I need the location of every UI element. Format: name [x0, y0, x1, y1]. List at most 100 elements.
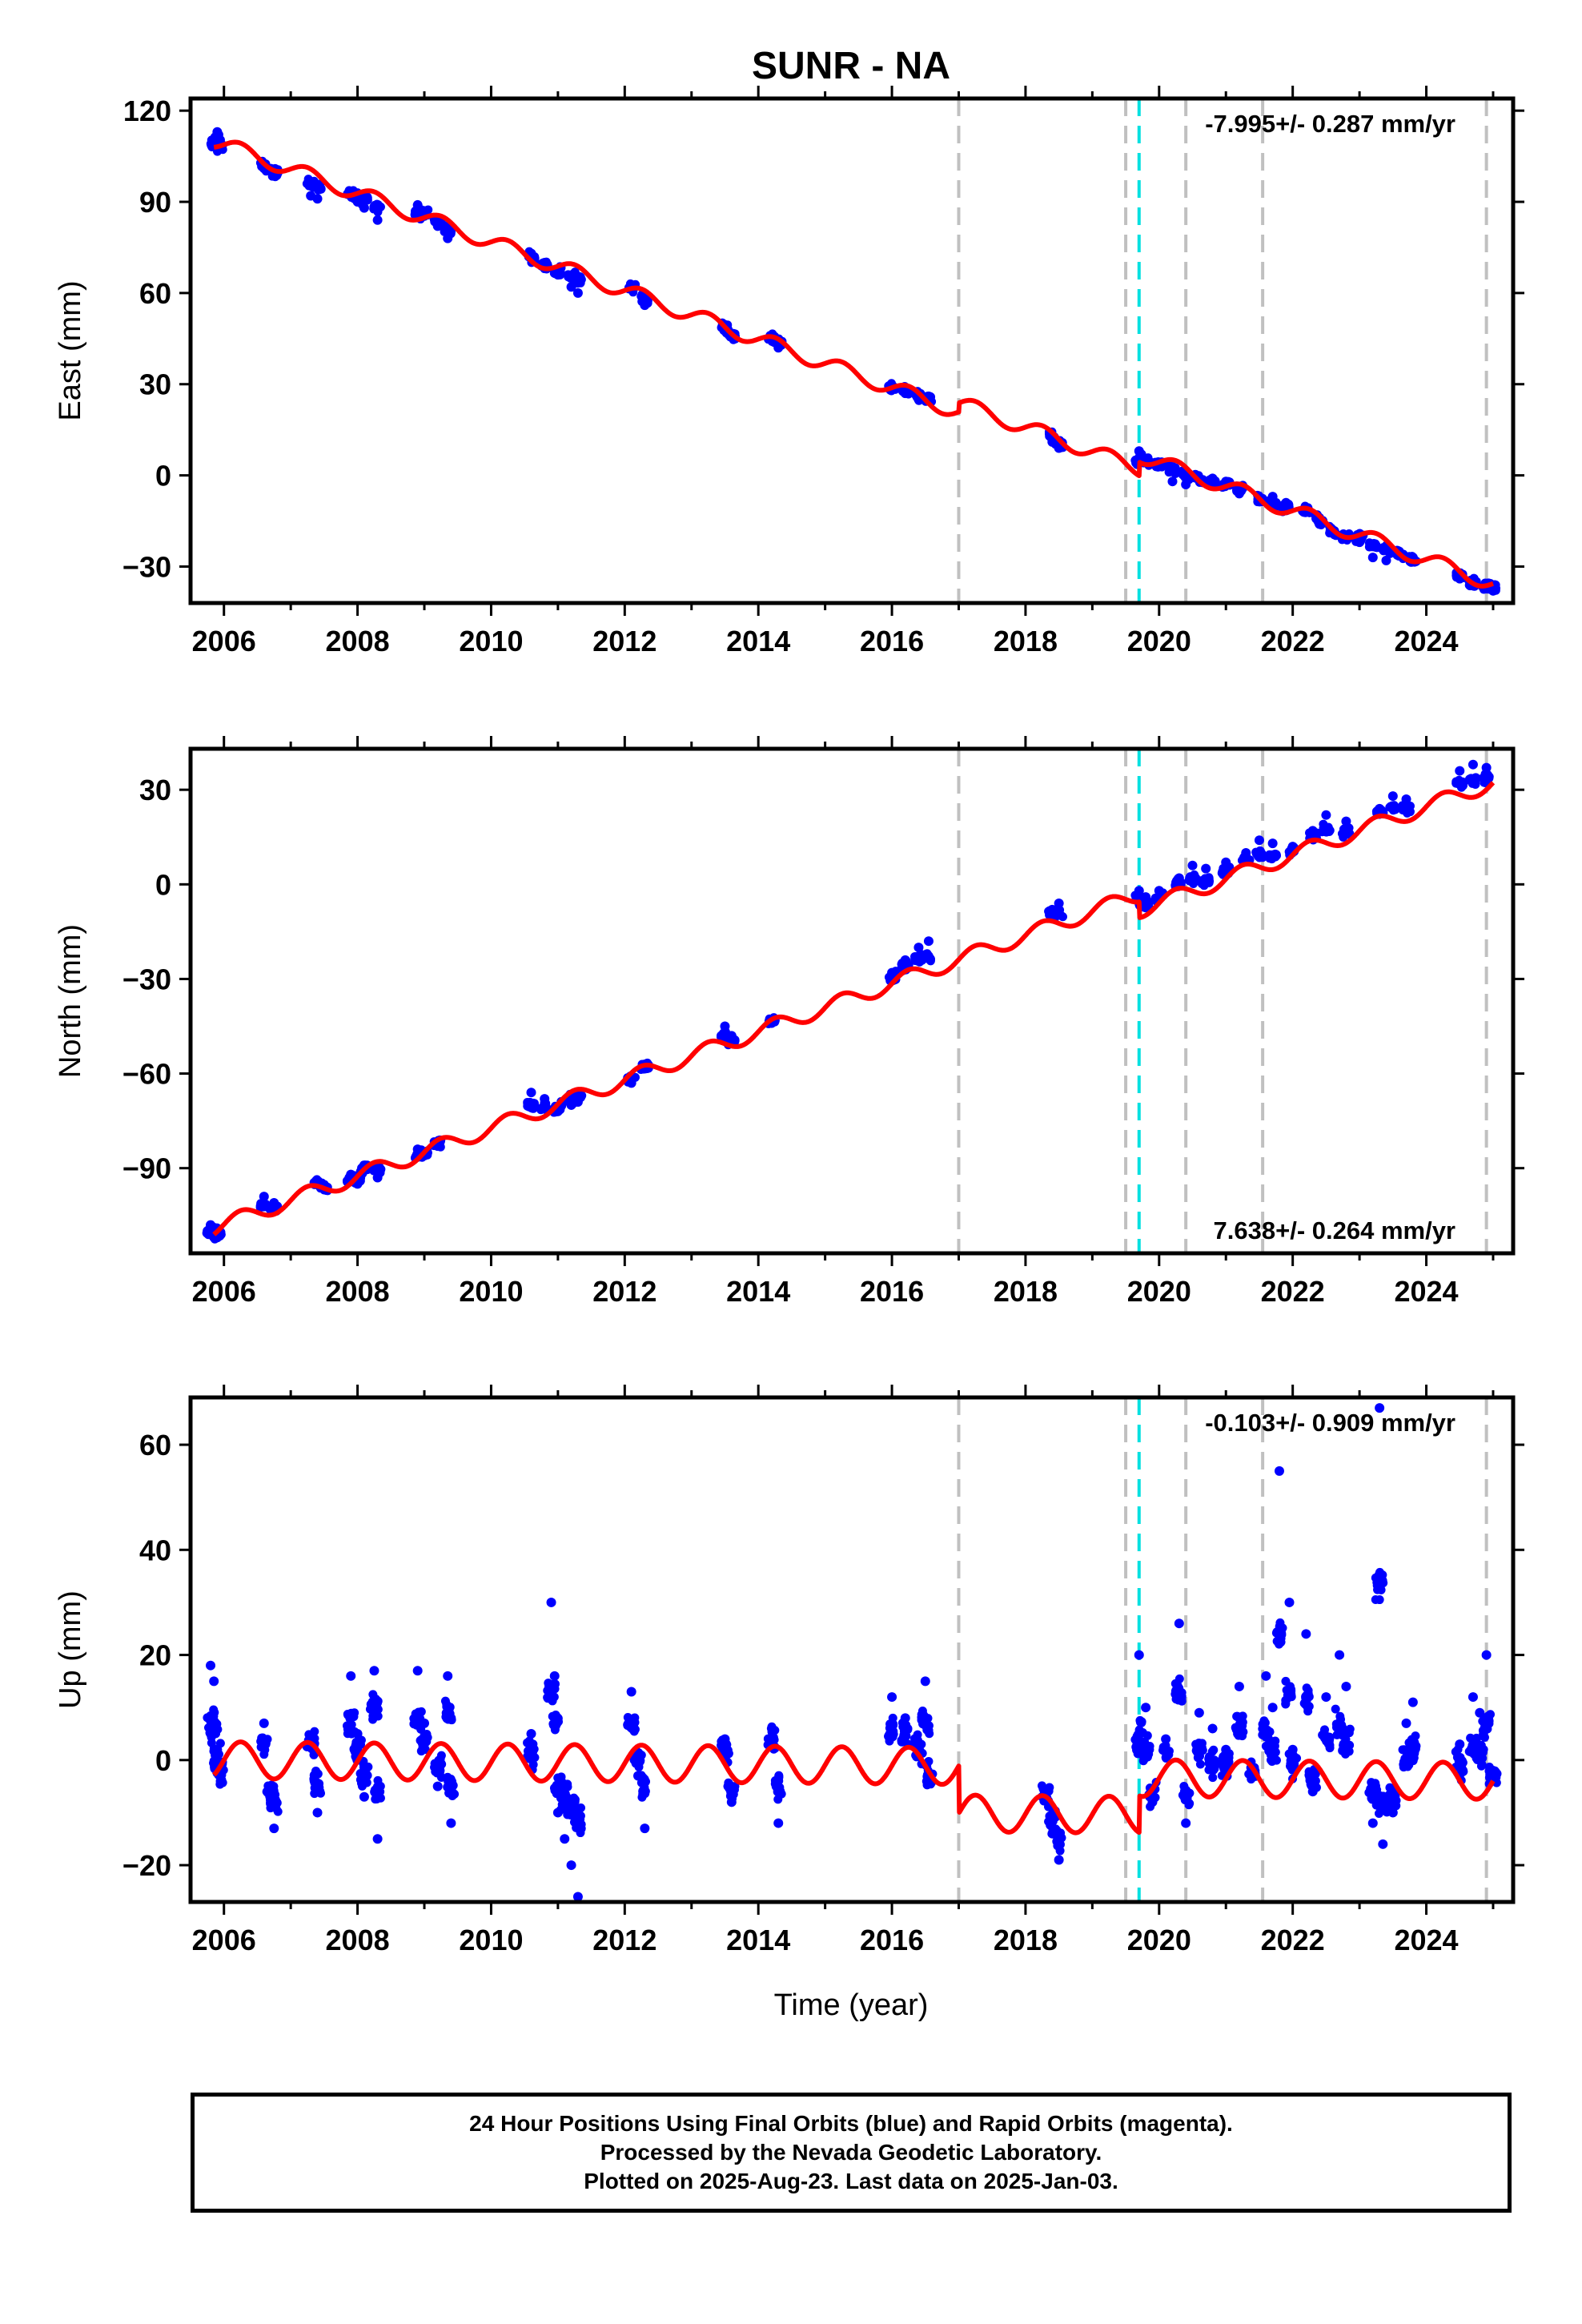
data-point: [773, 1818, 784, 1828]
x-tick-label: 2006: [192, 1924, 256, 1956]
data-point: [1341, 1681, 1351, 1691]
data-point: [372, 1794, 382, 1803]
data-point: [1286, 1682, 1295, 1691]
data-point: [368, 1715, 378, 1724]
data-point: [887, 1692, 897, 1703]
data-point: [1387, 1798, 1396, 1807]
data-point: [259, 1718, 269, 1728]
data-point: [767, 1735, 777, 1745]
data-point: [1207, 1723, 1218, 1734]
data-point: [350, 1708, 359, 1718]
data-point: [637, 1777, 647, 1787]
data-point: [1311, 1769, 1320, 1779]
x-axis-label: Time (year): [774, 1988, 929, 2022]
data-point: [1368, 542, 1378, 552]
data-point: [1052, 1826, 1062, 1835]
data-point: [1458, 1767, 1468, 1776]
data-point: [259, 1192, 269, 1202]
data-point: [312, 194, 323, 204]
data-point: [898, 1722, 908, 1731]
y-tick-label: −20: [122, 1849, 171, 1882]
data-point: [1044, 907, 1054, 916]
data-point: [269, 1823, 279, 1834]
data-point: [717, 1737, 726, 1747]
data-point: [576, 1828, 585, 1838]
data-point: [546, 1597, 556, 1607]
data-point: [556, 1805, 565, 1815]
data-point: [1186, 875, 1196, 885]
data-point: [1276, 1634, 1286, 1643]
data-point: [1267, 838, 1278, 849]
x-tick-label: 2018: [994, 1924, 1058, 1956]
data-point: [344, 1722, 354, 1731]
data-point: [259, 1750, 269, 1759]
data-point: [209, 1676, 219, 1687]
data-point: [628, 1725, 638, 1735]
panel-frame: [188, 1395, 1516, 1904]
data-point: [1478, 1746, 1488, 1755]
data-point: [419, 1741, 428, 1751]
x-tick-label: 2020: [1127, 1924, 1191, 1956]
data-point: [1484, 774, 1494, 783]
y-tick-label: 90: [139, 186, 171, 219]
data-point: [630, 1718, 640, 1727]
data-point: [623, 1719, 632, 1729]
model-fit-line: [211, 1739, 1496, 1835]
y-tick-label: 0: [155, 1744, 171, 1777]
data-point: [1476, 1761, 1486, 1771]
x-tick-label: 2018: [994, 1275, 1058, 1308]
data-point: [1272, 1627, 1282, 1637]
data-point: [355, 198, 365, 207]
rate-annotation: -7.995+/- 0.287 mm/yr: [1205, 110, 1456, 138]
data-point: [1288, 1751, 1298, 1760]
data-point: [1457, 781, 1467, 790]
data-point: [1331, 1719, 1341, 1729]
x-tick-label: 2020: [1127, 1275, 1191, 1308]
data-point: [1261, 1671, 1271, 1681]
data-point: [372, 1834, 383, 1844]
data-point: [917, 1706, 927, 1715]
data-point: [1174, 1674, 1184, 1683]
y-tick-label: 20: [139, 1639, 171, 1672]
data-point: [1309, 1779, 1319, 1789]
data-point: [1367, 1818, 1378, 1828]
data-point: [563, 1793, 572, 1803]
footer-line-1: 24 Hour Positions Using Final Orbits (bl…: [469, 2111, 1233, 2136]
data-point: [552, 1721, 561, 1731]
data-point: [207, 1732, 216, 1742]
x-tick-label: 2014: [726, 625, 790, 657]
data-point: [1158, 1743, 1168, 1753]
x-tick-label: 2024: [1394, 1924, 1458, 1956]
data-point: [1321, 1692, 1331, 1703]
data-point: [1238, 1711, 1247, 1721]
data-point: [1456, 1752, 1465, 1762]
footer-line-3: Plotted on 2025-Aug-23. Last data on 202…: [584, 2169, 1118, 2193]
data-point: [1254, 835, 1264, 846]
data-point: [1144, 898, 1154, 907]
data-point: [206, 1660, 216, 1671]
data-point: [1372, 1578, 1382, 1587]
y-tick-label: 30: [139, 774, 171, 806]
data-point: [1342, 1746, 1351, 1755]
data-point: [207, 1711, 217, 1721]
data-point: [627, 1077, 636, 1087]
data-point: [1321, 810, 1331, 820]
data-point: [1224, 1753, 1234, 1763]
data-point: [1335, 1711, 1345, 1721]
data-point: [1174, 1683, 1184, 1693]
data-point: [926, 1779, 935, 1789]
data-point: [920, 1676, 930, 1687]
data-point: [1267, 854, 1277, 863]
x-tick-label: 2010: [459, 1275, 523, 1308]
x-tick-label: 2022: [1261, 1924, 1325, 1956]
panel-frame: [188, 96, 1516, 605]
data-point: [209, 1747, 219, 1756]
x-tick-label: 2010: [459, 1924, 523, 1956]
data-point: [446, 1818, 456, 1828]
rate-annotation: -0.103+/- 0.909 mm/yr: [1205, 1409, 1456, 1437]
x-tick-label: 2016: [860, 1275, 924, 1308]
data-point: [372, 215, 383, 225]
data-point: [1134, 1650, 1144, 1660]
panel-up: 60 40 20 0 −20 2006 2008 2010 2012 2014 2016 2018 20…: [54, 1385, 1524, 1956]
data-point: [412, 1718, 422, 1727]
